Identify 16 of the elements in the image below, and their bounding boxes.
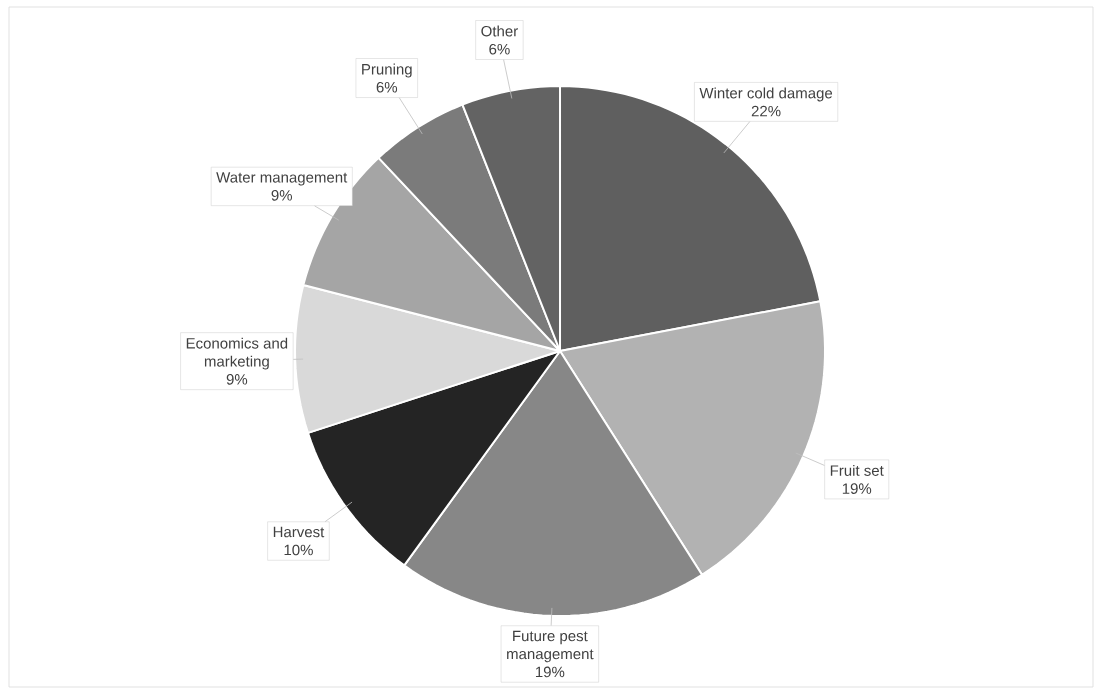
slice-label: Water management — [216, 172, 348, 186]
data-label: 19% — [842, 483, 872, 494]
slice-label: Other — [481, 25, 518, 37]
slice-label: Pruning — [362, 63, 412, 78]
slice-label: Harvest — [273, 526, 325, 538]
slice-label: Winter cold damage — [699, 87, 833, 102]
slice-label: Fruit set — [830, 464, 884, 476]
slice-label: Future pest management — [507, 630, 594, 663]
data-label: 6% — [376, 81, 398, 93]
data-label: 22% — [751, 105, 781, 117]
data-label: 19% — [535, 666, 565, 678]
data-label: 10% — [284, 544, 313, 556]
data-label: 6% — [489, 43, 510, 55]
data-label: 9% — [271, 190, 293, 201]
data-label: 9% — [226, 374, 248, 385]
slice-label: Economics and marketing — [186, 337, 288, 370]
